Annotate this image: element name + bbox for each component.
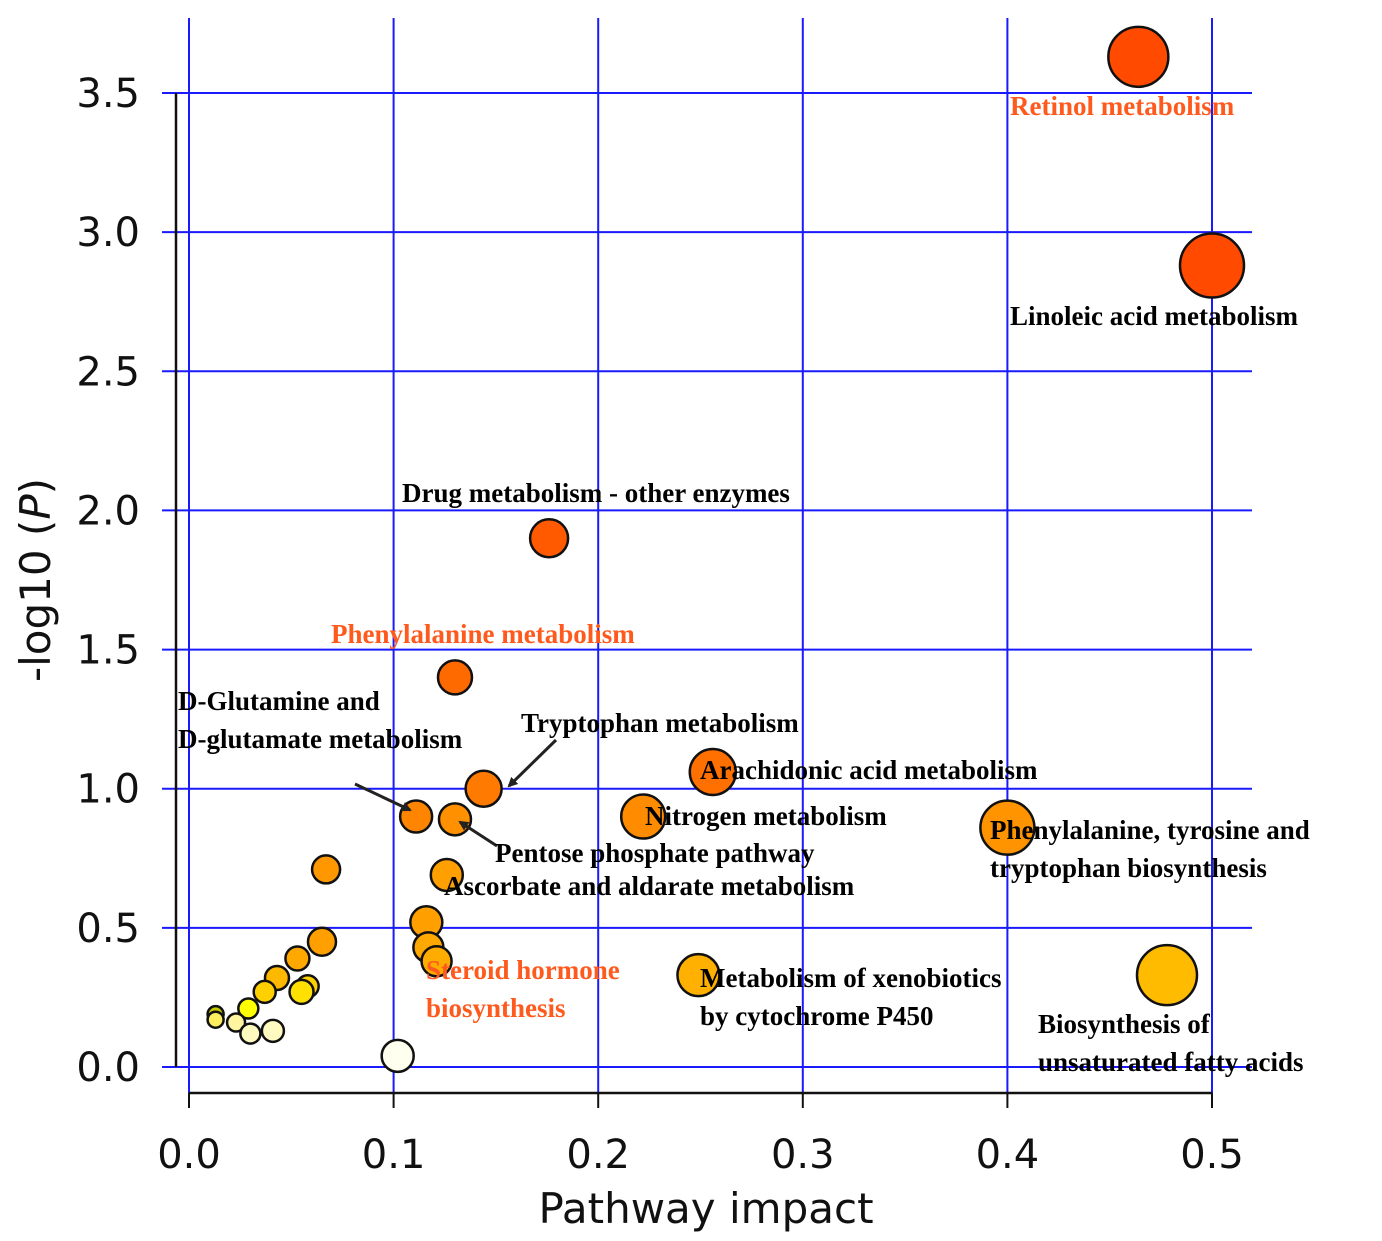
data-point-steroid-hormone-biosynthesis [420,945,453,978]
x-tick-labels: 0.0 0.1 0.2 0.3 0.4 0.5 [157,1132,1244,1178]
pathway-label: Arachidonic acid metabolism [700,755,1038,785]
data-point [206,1010,225,1029]
grid-lines [162,18,1252,1093]
x-axis-title: Pathway impact [538,1184,873,1233]
pathway-label: D-Glutamine and [178,686,380,716]
x-tick-label: 0.4 [976,1132,1040,1178]
data-point-pentose-phosphate-pathway [437,802,473,837]
data-point [252,979,277,1005]
y-tick-label: 1.0 [76,767,140,813]
pathway-label: unsaturated fatty acids [1038,1047,1304,1077]
data-point-arachidonic-acid-metabolism [688,747,738,797]
pathway-label: biosynthesis [426,993,566,1023]
data-point [306,926,338,958]
data-point-drug-metabolism-other-enzymes [528,518,570,559]
pathway-label: Ascorbate and aldarate metabolism [444,871,855,901]
pathway-label: by cytochrome P450 [700,1001,933,1031]
pathway-labels: Retinol metabolism Linoleic acid metaboli… [178,91,1310,1077]
data-point-metabolism-of-xenobiotics-by-cytochrome-p450 [676,952,721,998]
arrow-tryptophan [507,738,558,788]
pathway-label: Biosynthesis of [1038,1009,1211,1039]
pathway-label: Linoleic acid metabolism [1010,301,1298,331]
data-point [380,1038,415,1074]
y-tick-label: 3.0 [76,210,140,256]
pathway-label: Steroid hormone [426,955,620,985]
data-point-tryptophan-metabolism [464,769,503,808]
y-tick-label: 2.5 [76,349,140,395]
y-tick-label: 0.5 [76,906,140,952]
y-tick-label: 2.0 [76,488,140,534]
y-tick-label: 3.5 [76,71,140,117]
y-axis-title: -log10 (P) [11,478,60,682]
data-point [239,1022,262,1045]
x-tick-label: 0.0 [157,1132,221,1178]
pathway-label: Drug metabolism - other enzymes [402,478,790,508]
data-point-phenylalanine-metabolism [436,659,474,696]
y-tick-label: 0.0 [76,1045,140,1091]
data-point [225,1012,247,1033]
arrow-pentose [458,820,498,848]
x-tick-label: 0.3 [771,1132,835,1178]
pathway-label: Pentose phosphate pathway [495,838,815,868]
pathway-label: Metabolism of xenobiotics [700,963,1001,993]
pathway-label: Phenylalanine metabolism [331,619,635,649]
pathway-label: Tryptophan metabolism [521,708,799,738]
pathway-label: Retinol metabolism [1010,91,1235,121]
x-tick-label: 0.1 [362,1132,426,1178]
pathway-label: tryptophan biosynthesis [990,853,1267,883]
pathway-label: Phenylalanine, tyrosine and [990,815,1310,845]
axes [174,93,1213,1108]
arrow-d-glutamine [354,782,412,812]
data-point [284,945,311,972]
x-tick-label: 0.2 [566,1132,630,1178]
data-point [310,854,342,885]
data-point-d-glutamine-and-d-glutamate-metabolism [398,799,434,834]
data-point-phenylalanine-tyrosine-and-tryptophan-biosynthesis [979,799,1036,856]
data-point-ascorbate-and-aldarate-metabolism [429,857,465,893]
y-tick-labels: 0.0 0.5 1.0 1.5 2.0 2.5 3.0 3.5 [76,71,140,1091]
data-point [288,978,315,1006]
annotation-arrows [354,738,558,848]
data-point-biosynthesis-of-unsaturated-fatty-acids [1135,943,1199,1007]
data-point-retinol-metabolism [1107,25,1170,89]
data-point-linoleic-acid-metabolism [1178,232,1246,299]
pathway-label: Nitrogen metabolism [645,801,887,831]
y-tick-label: 1.5 [76,628,140,674]
data-point [260,1018,286,1044]
data-point [237,997,260,1020]
x-tick-label: 0.5 [1180,1132,1244,1178]
data-point-nitrogen-metabolism [619,793,667,840]
data-points [206,25,1246,1074]
pathway-label: D-glutamate metabolism [178,724,463,754]
